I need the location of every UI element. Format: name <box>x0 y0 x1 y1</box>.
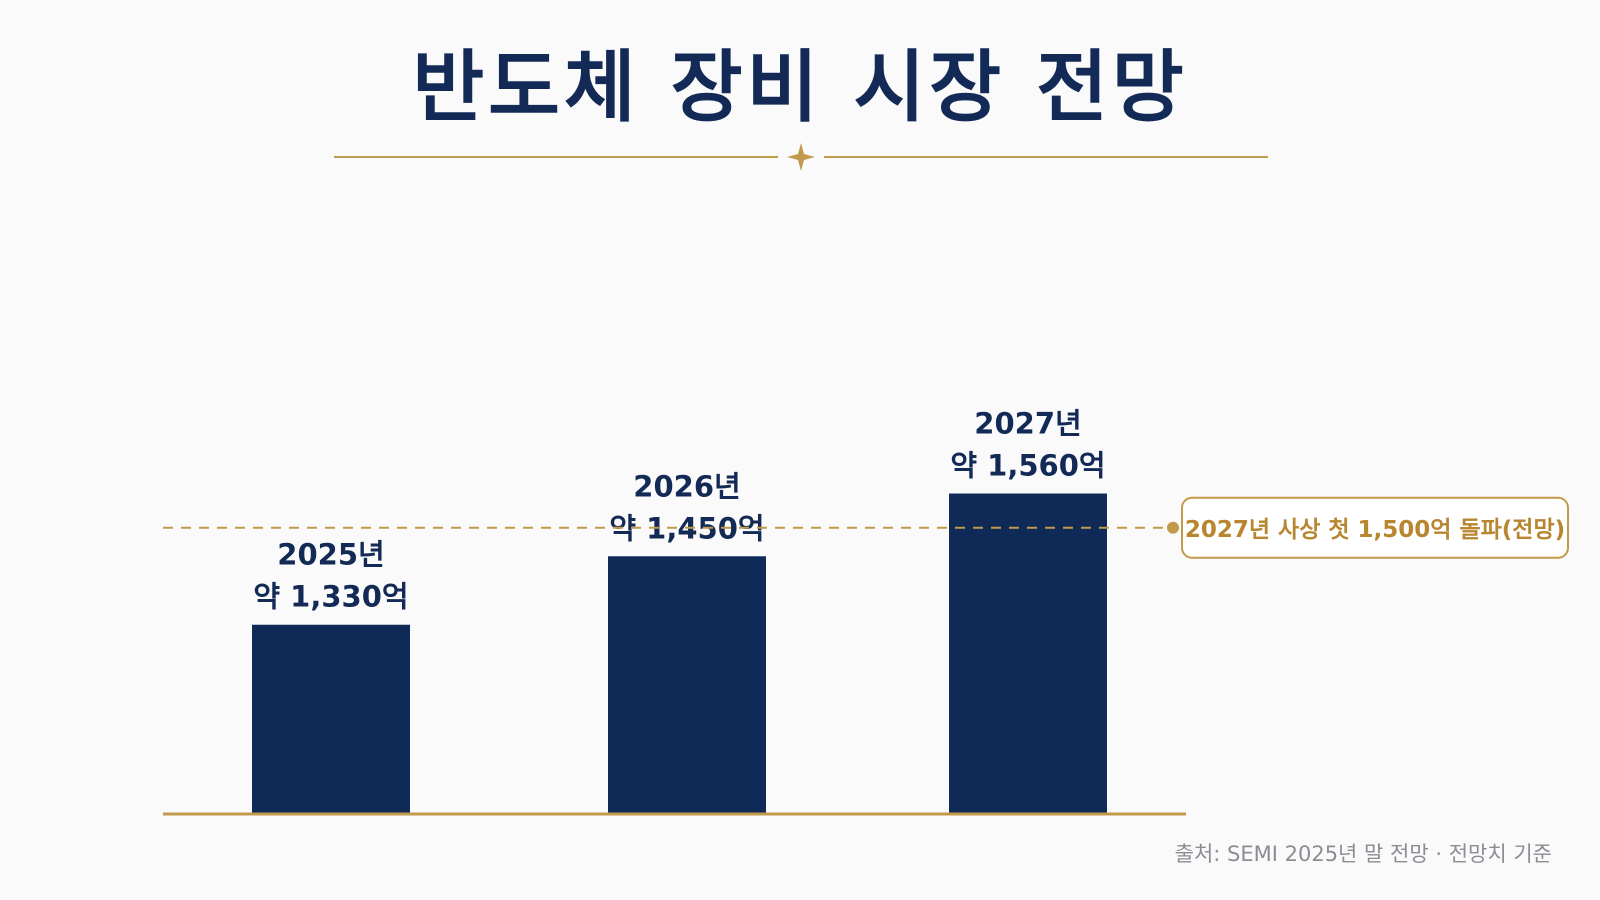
bar-2027년 <box>949 493 1107 813</box>
reference-annotation-box <box>1181 496 1569 559</box>
category-label: 2025년 <box>277 538 384 572</box>
sparkle-icon <box>787 143 815 171</box>
category-label: 2026년 <box>633 469 740 503</box>
value-label: 약 1,330억 <box>253 580 408 614</box>
bar-2026년 <box>608 556 766 813</box>
bar-2025년 <box>252 624 410 813</box>
chart-title: 반도체 장비 시장 전망 <box>412 43 1188 133</box>
value-label: 약 1,560억 <box>950 449 1105 483</box>
reference-marker <box>1167 521 1179 534</box>
title-divider <box>334 143 1268 171</box>
category-label: 2027년 <box>974 407 1081 441</box>
source-note: 출처: SEMI 2025년 말 전망 · 전망치 기준 <box>1174 842 1552 866</box>
reference-annotation-label: 2027년 사상 첫 1,500억 돌파(전망) <box>1185 517 1565 543</box>
